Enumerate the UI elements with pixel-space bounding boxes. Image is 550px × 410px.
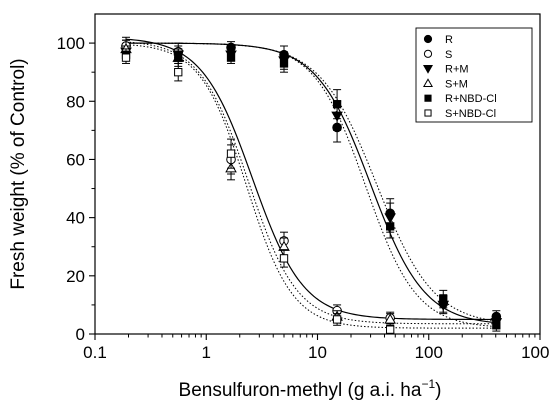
fit-curves <box>125 38 497 329</box>
point-s-m <box>384 313 396 324</box>
x-tick-label: 1 <box>202 343 211 362</box>
point-r-nbd-cl <box>332 100 342 109</box>
point-r-nbd-cl <box>386 222 395 231</box>
y-tick-label: 20 <box>66 267 85 286</box>
point-r-nbd-cl <box>226 53 236 62</box>
legend-label-s: S <box>445 49 452 61</box>
x-tick-label: 0.1 <box>83 343 107 362</box>
legend-label-s-nbd-cl: S+NBD-Cl <box>445 108 496 120</box>
point-s-nbd-cl <box>332 315 342 324</box>
legend-marker-r-m <box>422 64 434 74</box>
y-tick-label: 40 <box>66 209 85 228</box>
y-tick-label: 100 <box>57 34 85 53</box>
y-tick-label: 80 <box>66 92 85 111</box>
x-axis-label: Bensulfuron-methyl (g a.i. ha−1) <box>179 377 442 401</box>
point-s-nbd-cl <box>226 149 236 158</box>
y-tick-label: 0 <box>76 325 85 344</box>
legend-label-r-nbd-cl: R+NBD-Cl <box>445 93 497 105</box>
legend-marker-r <box>423 34 433 44</box>
point-s-nbd-cl <box>386 325 395 334</box>
x-tick-label: 10 <box>308 343 327 362</box>
legend-marker-s <box>423 49 433 58</box>
point-s-nbd-cl <box>121 53 131 62</box>
legend-box <box>415 27 533 123</box>
fit-curve-r-m <box>126 42 497 322</box>
fit-curve-s-nbd-cl <box>125 44 497 329</box>
legend-label-r: R <box>445 34 453 46</box>
data-points <box>120 36 503 334</box>
legend: RS R+M S+M R+NBD-Cl S+NBD-Cl <box>415 27 533 123</box>
y-axis-label: Fresh weight (% of Control) <box>8 58 29 289</box>
point-s-nbd-cl <box>174 68 183 77</box>
point-s-nbd-cl <box>279 254 289 263</box>
fit-curve-s <box>125 38 497 321</box>
fit-curve-r-nbd-cl <box>126 42 497 328</box>
point-r-nbd-cl <box>439 294 448 304</box>
legend-marker-r-nbd-cl <box>424 94 432 102</box>
fit-curve-r <box>126 42 497 324</box>
y-tick-label: 60 <box>66 150 85 169</box>
legend-label-s-m: S+M <box>445 78 468 90</box>
point-r-nbd-cl <box>492 321 501 330</box>
x-tick-label: 100 <box>415 343 443 362</box>
point-r-nbd-cl <box>174 53 183 62</box>
point-r-nbd-cl <box>279 59 289 68</box>
legend-marker-s-nbd-cl <box>424 109 432 117</box>
legend-label-r-m: R+M <box>445 64 469 76</box>
legend-marker-s-m <box>422 78 434 88</box>
